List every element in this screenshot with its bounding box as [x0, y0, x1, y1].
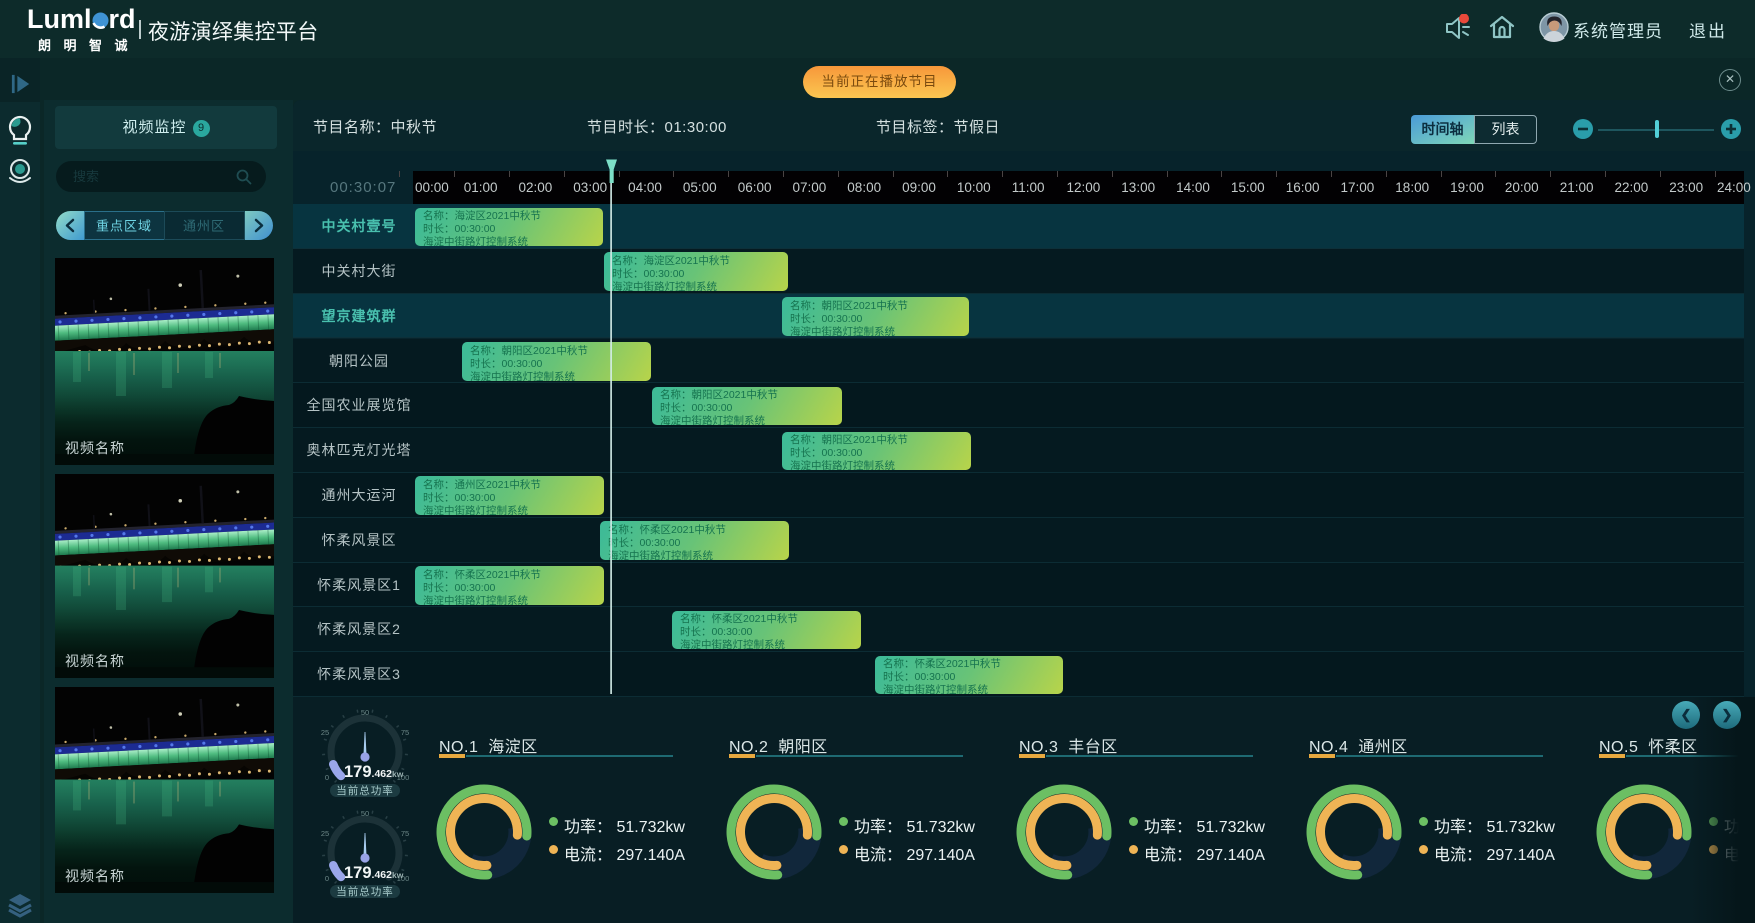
svg-text:100: 100: [397, 773, 410, 782]
svg-text:179.462kw: 179.462kw: [344, 763, 404, 781]
svg-text:重点区域: 重点区域: [96, 219, 152, 234]
svg-text:100: 100: [397, 874, 410, 883]
svg-text:50: 50: [361, 708, 369, 717]
svg-text:当前总功率: 当前总功率: [336, 784, 394, 797]
svg-text:0: 0: [325, 874, 329, 883]
svg-text:25: 25: [321, 728, 329, 737]
svg-text:75: 75: [401, 829, 409, 838]
svg-text:当前总功率: 当前总功率: [336, 885, 394, 898]
svg-text:50: 50: [361, 809, 369, 818]
svg-text:通州区: 通州区: [183, 219, 225, 234]
svg-text:0: 0: [325, 773, 329, 782]
svg-text:75: 75: [401, 728, 409, 737]
svg-text:25: 25: [321, 829, 329, 838]
svg-text:179.462kw: 179.462kw: [344, 864, 404, 882]
